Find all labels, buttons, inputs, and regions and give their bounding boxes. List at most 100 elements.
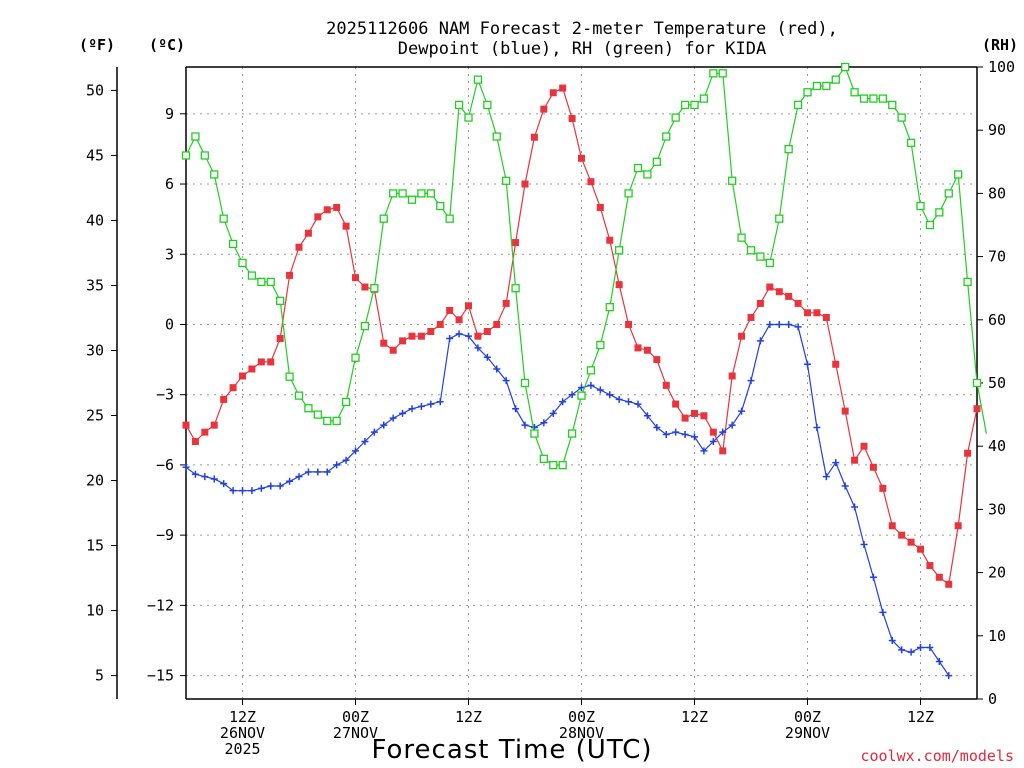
y-tick-label-celsius: −9 xyxy=(156,526,174,544)
x-tick-label: 29NOV xyxy=(785,724,830,742)
point-temperature xyxy=(945,580,953,588)
point-temperature xyxy=(794,299,802,307)
y-tick-label-celsius: 0 xyxy=(165,315,174,333)
point-temperature xyxy=(625,320,633,328)
point-rh xyxy=(605,303,614,312)
point-temperature xyxy=(954,522,962,530)
point-rh xyxy=(699,94,709,103)
y-tick-label-fahrenheit: 40 xyxy=(86,211,104,229)
y-tick-label-celsius: −6 xyxy=(156,456,174,474)
point-temperature xyxy=(182,421,190,429)
point-dewpoint xyxy=(427,400,435,408)
point-dewpoint xyxy=(446,335,454,343)
point-rh xyxy=(765,258,774,268)
point-rh xyxy=(596,340,605,350)
point-dewpoint xyxy=(804,360,811,368)
point-rh xyxy=(389,189,398,198)
point-rh xyxy=(972,378,982,388)
point-dewpoint xyxy=(813,423,821,431)
x-tick-label: 12Z xyxy=(455,708,482,726)
point-temperature xyxy=(860,442,868,450)
point-dewpoint xyxy=(455,330,463,338)
point-rh xyxy=(426,189,435,198)
point-dewpoint xyxy=(860,541,868,549)
celsius-unit-label: (ºC) xyxy=(149,36,185,54)
point-temperature xyxy=(210,421,218,429)
y-tick-label-rh: 30 xyxy=(988,500,1006,518)
point-rh xyxy=(906,138,916,147)
point-temperature xyxy=(917,545,924,553)
point-dewpoint xyxy=(775,320,783,328)
axes xyxy=(111,66,983,705)
point-dewpoint xyxy=(794,323,802,331)
point-rh xyxy=(520,378,530,388)
y-tick-label-rh: 60 xyxy=(988,311,1006,329)
point-temperature xyxy=(653,356,661,364)
point-rh xyxy=(577,391,586,400)
point-dewpoint xyxy=(926,644,934,652)
point-dewpoint xyxy=(596,386,604,394)
point-temperature xyxy=(483,328,491,336)
y-tick-label-rh: 20 xyxy=(988,564,1006,582)
point-rh xyxy=(407,195,417,204)
point-rh xyxy=(332,416,341,426)
point-temperature xyxy=(785,292,793,300)
point-temperature xyxy=(719,447,727,455)
point-temperature xyxy=(417,332,425,340)
point-rh xyxy=(558,461,567,470)
point-rh xyxy=(360,321,370,331)
point-dewpoint xyxy=(370,428,378,436)
point-rh xyxy=(944,189,953,198)
x-tick-label: 28NOV xyxy=(559,724,604,742)
point-rh xyxy=(483,100,492,110)
point-rh xyxy=(718,69,727,78)
point-temperature xyxy=(672,400,680,408)
point-rh xyxy=(464,113,473,122)
y-tick-label-celsius: 6 xyxy=(165,175,174,193)
point-temperature xyxy=(973,405,981,413)
point-rh xyxy=(793,100,803,110)
point-rh xyxy=(398,189,407,198)
point-dewpoint xyxy=(465,332,472,340)
point-rh xyxy=(728,176,737,185)
point-dewpoint xyxy=(549,409,557,417)
point-rh xyxy=(454,100,464,110)
chart-title-line1: 2025112606 NAM Forecast 2-meter Temperat… xyxy=(326,19,838,39)
y-tick-label-celsius: 3 xyxy=(165,245,174,263)
point-dewpoint xyxy=(615,395,623,403)
point-rh xyxy=(436,201,445,211)
y-tick-label-celsius: −12 xyxy=(147,596,174,614)
point-temperature xyxy=(304,229,312,237)
y-tick-label-rh: 80 xyxy=(988,184,1006,202)
point-temperature xyxy=(578,154,585,162)
y-tick-label-fahrenheit: 45 xyxy=(86,146,104,164)
point-temperature xyxy=(455,316,463,324)
point-temperature xyxy=(596,203,604,211)
point-rh xyxy=(690,100,699,110)
point-temperature xyxy=(634,344,642,352)
point-temperature xyxy=(248,365,256,373)
point-rh xyxy=(586,366,596,375)
point-temperature xyxy=(691,409,698,417)
point-dewpoint xyxy=(239,487,246,495)
point-temperature xyxy=(606,236,614,244)
x-tick-label: 26NOV xyxy=(220,724,265,742)
point-dewpoint xyxy=(342,456,350,464)
point-rh xyxy=(869,94,878,103)
point-rh xyxy=(285,372,294,381)
point-rh xyxy=(304,404,313,413)
point-dewpoint xyxy=(587,381,595,389)
point-temperature xyxy=(276,335,284,343)
point-rh xyxy=(445,214,454,223)
point-temperature xyxy=(587,178,595,186)
point-rh xyxy=(662,132,671,141)
point-dewpoint xyxy=(822,473,830,481)
point-temperature xyxy=(333,203,341,211)
point-dewpoint xyxy=(851,503,859,511)
point-dewpoint xyxy=(483,353,491,361)
y-tick-label-fahrenheit: 35 xyxy=(86,276,104,294)
point-rh xyxy=(803,88,812,97)
point-rh xyxy=(247,271,257,280)
point-temperature xyxy=(851,456,859,464)
point-temperature xyxy=(841,407,849,415)
